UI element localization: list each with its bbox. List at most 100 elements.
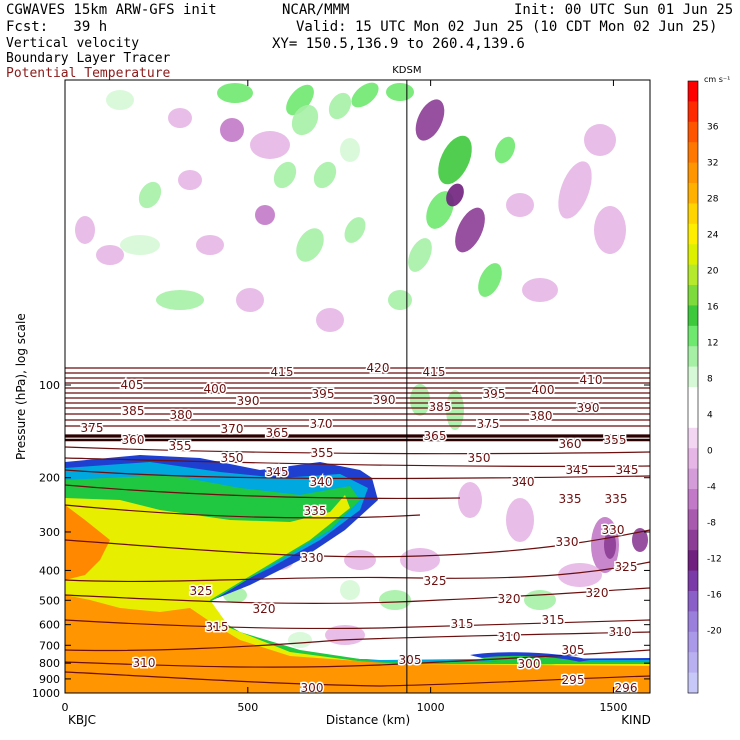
theta-label: 340 bbox=[310, 475, 333, 489]
vertical-velocity-cell bbox=[455, 207, 485, 253]
theta-label: 320 bbox=[498, 592, 521, 606]
vertical-velocity-cell bbox=[250, 131, 290, 159]
y-tick-label: 900 bbox=[39, 673, 60, 686]
vertical-velocity-cell bbox=[351, 82, 379, 108]
vertical-velocity-cell bbox=[196, 235, 224, 255]
theta-label: 415 bbox=[423, 365, 446, 379]
theta-label: 410 bbox=[580, 373, 603, 387]
y-tick-label: 1000 bbox=[32, 687, 60, 700]
theta-label: 375 bbox=[81, 421, 104, 435]
model-title: CGWAVES 15km ARW-GFS init bbox=[6, 2, 217, 18]
theta-label: 305 bbox=[399, 653, 422, 667]
theta-label: 335 bbox=[559, 492, 582, 506]
colorbar-swatch bbox=[688, 550, 698, 572]
vertical-velocity-cell bbox=[438, 135, 472, 185]
theta-label: 370 bbox=[310, 417, 333, 431]
axes: 0 500 1000 1500 Distance (km) KBJC KIND 100 200 3… bbox=[32, 80, 651, 727]
colorbar-swatch bbox=[688, 183, 698, 204]
colorbar-swatch bbox=[688, 631, 698, 653]
station-marker-label: KDSM bbox=[392, 65, 421, 76]
y-tick-label: 300 bbox=[39, 526, 60, 539]
theta-label: 295 bbox=[562, 673, 585, 687]
theta-label: 335 bbox=[304, 504, 327, 518]
colorbar-swatch bbox=[688, 121, 698, 143]
theta-label: 400 bbox=[532, 383, 555, 397]
vertical-velocity-cell bbox=[340, 138, 360, 162]
theta-label: 420 bbox=[367, 361, 390, 375]
vertical-velocity-cell bbox=[522, 278, 558, 302]
vertical-velocity-cell bbox=[236, 288, 264, 312]
y-tick-label: 600 bbox=[39, 619, 60, 632]
x-axis-label: Distance (km) bbox=[326, 713, 410, 727]
vertical-velocity-cell bbox=[328, 92, 352, 120]
y-tick-label: 500 bbox=[39, 594, 60, 607]
colorbar-swatch bbox=[688, 244, 698, 266]
vertical-velocity-cell bbox=[558, 161, 592, 219]
vertical-velocity-cell bbox=[120, 235, 160, 255]
colorbar-swatch bbox=[688, 346, 698, 368]
vertical-velocity-cell bbox=[178, 170, 202, 190]
theta-label: 380 bbox=[170, 408, 193, 422]
theta-label: 355 bbox=[311, 446, 334, 460]
theta-label: 360 bbox=[122, 433, 145, 447]
theta-label: 340 bbox=[512, 475, 535, 489]
theta-label: 350 bbox=[221, 451, 244, 465]
theta-label: 350 bbox=[468, 451, 491, 465]
potential-temperature-contours: 420 415 415 410 405 400 400 395 395 390 390 390 385 3… bbox=[65, 360, 650, 695]
theta-label: 385 bbox=[122, 404, 145, 418]
vertical-velocity-cell bbox=[340, 580, 360, 600]
theta-label: 296 bbox=[615, 681, 638, 695]
theta-label: 325 bbox=[615, 560, 638, 574]
theta-label: 320 bbox=[586, 586, 609, 600]
init-time: Init: 00 UTC Sun 01 Jun 25 bbox=[514, 2, 734, 18]
colorbar-border bbox=[687, 80, 699, 694]
theta-contour bbox=[65, 446, 650, 455]
theta-label: 355 bbox=[169, 439, 192, 453]
vertical-velocity-cell bbox=[558, 563, 602, 587]
vertical-velocity-cell bbox=[524, 590, 556, 610]
y-tick-label: 200 bbox=[39, 472, 60, 485]
colorbar-tick-label: 12 bbox=[707, 339, 718, 349]
theta-label: 390 bbox=[373, 393, 396, 407]
vertical-velocity-cell bbox=[494, 136, 516, 164]
y-tick-label: 700 bbox=[39, 639, 60, 652]
vertical-velocity-cell bbox=[386, 83, 414, 101]
theta-label: 405 bbox=[121, 378, 144, 392]
vertical-velocity-cell bbox=[415, 99, 445, 141]
colorbar-swatch bbox=[688, 203, 698, 225]
theta-label: 365 bbox=[266, 426, 289, 440]
colorbar-tick-label: 4 bbox=[707, 411, 713, 421]
colorbar-tick-label: -16 bbox=[707, 591, 722, 601]
vertical-velocity-cell bbox=[446, 183, 464, 207]
right-endpoint-label: KIND bbox=[621, 713, 651, 727]
colorbar-swatch bbox=[688, 162, 698, 184]
theta-label: 305 bbox=[562, 643, 585, 657]
colorbar-tick-label: -8 bbox=[707, 519, 716, 529]
theta-contour bbox=[65, 587, 650, 604]
theta-label: 395 bbox=[483, 387, 506, 401]
theta-label: 360 bbox=[559, 437, 582, 451]
theta-label: 310 bbox=[498, 630, 521, 644]
colorbar-unit: cm s⁻¹ bbox=[704, 75, 730, 84]
x-tick-label: 0 bbox=[62, 701, 69, 714]
theta-label: 330 bbox=[301, 551, 324, 565]
vertical-velocity-cell bbox=[400, 548, 440, 572]
colorbar-swatch bbox=[688, 223, 698, 245]
theta-label: 355 bbox=[604, 433, 627, 447]
colorbar-tick-label: 20 bbox=[707, 267, 719, 277]
vertical-velocity-cell bbox=[316, 308, 344, 332]
organization: NCAR/MMM bbox=[282, 2, 350, 18]
colorbar-swatch bbox=[688, 468, 698, 490]
theta-label: 415 bbox=[271, 365, 294, 379]
theta-label: 390 bbox=[577, 401, 600, 415]
theta-label: 330 bbox=[602, 523, 625, 537]
vertical-velocity-cell bbox=[296, 228, 324, 262]
vertical-velocity-cell bbox=[594, 206, 626, 254]
colorbar-swatch bbox=[688, 81, 698, 102]
theta-label: 315 bbox=[206, 620, 229, 634]
vertical-velocity-cell bbox=[291, 104, 319, 136]
valid-time: Valid: 15 UTC Mon 02 Jun 25 (10 CDT Mon … bbox=[296, 19, 718, 35]
colorbar-swatch bbox=[688, 101, 698, 123]
vertical-velocity-cell bbox=[458, 482, 482, 518]
